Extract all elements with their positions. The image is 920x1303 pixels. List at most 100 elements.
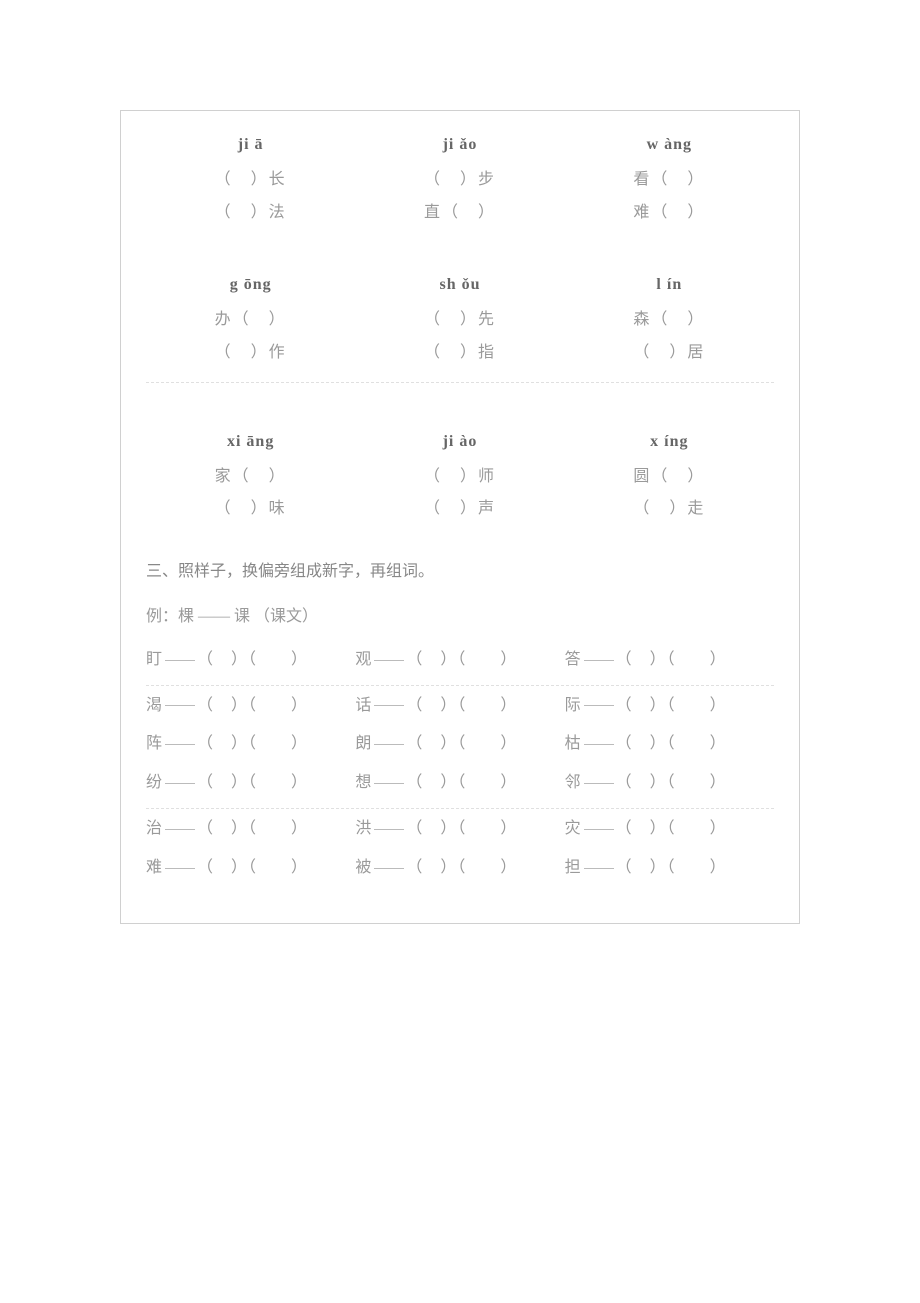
exercise-item: 际（ ）（ ） (565, 692, 774, 721)
blank-pair: （ ）（ ） (406, 697, 517, 714)
source-char: 渴 (146, 697, 163, 714)
exercise-item: 渴 （ ）（ ） (146, 692, 355, 721)
exercise-item: 话 （ ）（ ） (355, 692, 564, 721)
source-char: 枯 (565, 735, 582, 752)
fill-blank-word: （ ）居 (565, 339, 774, 368)
source-char: 担 (565, 859, 582, 876)
exercise-item: 邻 （ ）（ ） (565, 769, 774, 798)
dash-icon (584, 829, 614, 830)
source-char: 洪 (355, 820, 372, 837)
pinyin-label: l ín (565, 271, 774, 300)
blank-pair: （ ）（ ） (616, 774, 727, 791)
blank-pair: （ ）（ ） (616, 735, 727, 752)
dash-icon (165, 705, 195, 706)
pinyin-header-row: ji āji ǎow àng (146, 131, 774, 160)
fill-blank-word: 森（ ） (565, 306, 774, 335)
pinyin-word-row: 家（ ）（ ）师圆（ ） (146, 463, 774, 492)
pinyin-header-row: xi āngji àox íng (146, 428, 774, 457)
pinyin-label: ji ā (146, 131, 355, 160)
fill-blank-word: 看（ ） (565, 166, 774, 195)
blank-pair: （ ）（ ） (406, 735, 517, 752)
pinyin-fill-section: ji āji ǎow àng （ ）长（ ）步看（ ） （ ）法直（ ）难（ ） g … (146, 131, 774, 524)
fill-blank-word: （ ）走 (565, 495, 774, 524)
exercise-item: 观（ ）（ ） (355, 646, 564, 675)
exercise-item: 灾 （ ）（ ） (565, 815, 774, 844)
dash-icon (374, 783, 404, 784)
fill-blank-word: （ ）味 (146, 495, 355, 524)
pinyin-word-row: 办（ ）（ ）先森（ ） (146, 306, 774, 335)
fill-blank-word: （ ）长 (146, 166, 355, 195)
pinyin-word-row: （ ）作（ ）指（ ）居 (146, 339, 774, 368)
blank-pair: （ ）（ ） (616, 820, 727, 837)
pinyin-label: ji ǎo (355, 131, 564, 160)
exercise-row: 纷（ ）（ ）想（ ）（ ）邻（ ）（ ） (146, 769, 774, 798)
pinyin-word-row: （ ）法直（ ）难（ ） (146, 199, 774, 228)
source-char: 难 (146, 859, 163, 876)
dash-icon (374, 660, 404, 661)
dash-icon (165, 829, 195, 830)
pinyin-word-row: （ ）长（ ）步看（ ） (146, 166, 774, 195)
blank-pair: （ ）（ ） (406, 651, 517, 668)
exercise-item: 想（ ）（ ） (355, 769, 564, 798)
exercise-row: 阵（ ）（ ）朗（ ）（ ）枯（ ）（ ） (146, 730, 774, 759)
blank-pair: （ ）（ ） (616, 859, 727, 876)
exercise-item: 枯 （ ）（ ） (565, 730, 774, 759)
exercise-item: 答（ ）（ ） (565, 646, 774, 675)
dash-icon (165, 744, 195, 745)
source-char: 被 (355, 859, 372, 876)
fill-blank-word: 办（ ） (146, 306, 355, 335)
exercise-item: 盯（ ）（ ） (146, 646, 355, 675)
dash-icon (584, 744, 614, 745)
blank-pair: （ ）（ ） (406, 820, 517, 837)
source-char: 纷 (146, 774, 163, 791)
dotted-separator (146, 808, 774, 809)
fill-blank-word: 家（ ） (146, 463, 355, 492)
exercise-item: 洪 （ ）（ ） (355, 815, 564, 844)
exercise-item: 担 （ ）（ ） (565, 854, 774, 883)
dash-icon (165, 783, 195, 784)
blank-pair: （ ）（ ） (197, 651, 308, 668)
fill-blank-word: （ ）师 (355, 463, 564, 492)
source-char: 答 (565, 651, 582, 668)
pinyin-label: ji ào (355, 428, 564, 457)
blank-pair: （ ）（ ） (406, 774, 517, 791)
dash-icon (584, 660, 614, 661)
blank-pair: （ ）（ ） (406, 859, 517, 876)
exercise-item: 难 （ ）（ ） (146, 854, 355, 883)
blank-pair: （ ）（ ） (616, 697, 727, 714)
exercise-item: 纷 （ ）（ ） (146, 769, 355, 798)
source-char: 治 (146, 820, 163, 837)
section-three-title: 三、照样子，换偏旁组成新字，再组词。 (146, 558, 774, 587)
blank-pair: （ ）（ ） (197, 859, 308, 876)
exercise-row: 渴（ ）（ ）话（ ）（ ）际（ ）（ ） (146, 692, 774, 721)
pinyin-header-row: g ōngsh ǒul ín (146, 271, 774, 300)
source-char: 阵 (146, 735, 163, 752)
exercise-row: 盯（ ）（ ）观（ ）（ ）答（ ）（ ） (146, 646, 774, 675)
exercise-row: 治（ ）（ ）洪（ ）（ ）灾（ ）（ ） (146, 815, 774, 844)
group-spacer (146, 231, 774, 271)
exercise-row: 难 （ ）（ ） 被 （ ）（ ） 担 （ ）（ ） (146, 854, 774, 883)
fill-blank-word: （ ）作 (146, 339, 355, 368)
dash-icon (374, 705, 404, 706)
blank-pair: （ ）（ ） (197, 697, 308, 714)
source-char: 话 (355, 697, 372, 714)
worksheet-page: ji āji ǎow àng （ ）长（ ）步看（ ） （ ）法直（ ）难（ ） g … (120, 110, 800, 924)
exercise-item: 被 （ ）（ ） (355, 854, 564, 883)
fill-blank-word: （ ）声 (355, 495, 564, 524)
radical-exercise-section: 盯（ ）（ ）观（ ）（ ）答（ ）（ ）渴（ ）（ ）话（ ）（ ）际（ ）（… (146, 646, 774, 883)
source-char: 邻 (565, 774, 582, 791)
source-char: 灾 (565, 820, 582, 837)
exercise-item: 朗（ ）（ ） (355, 730, 564, 759)
dash-icon (584, 705, 614, 706)
dash-icon (374, 829, 404, 830)
dash-icon (374, 868, 404, 869)
exercise-item: 阵（ ）（ ） (146, 730, 355, 759)
example-line: 例：棵 —— 课 （课文） (146, 603, 774, 632)
pinyin-label: g ōng (146, 271, 355, 300)
dash-icon (165, 660, 195, 661)
group-spacer (146, 382, 774, 428)
pinyin-label: xi āng (146, 428, 355, 457)
pinyin-label: x íng (565, 428, 774, 457)
dash-icon (584, 783, 614, 784)
blank-pair: （ ）（ ） (197, 774, 308, 791)
